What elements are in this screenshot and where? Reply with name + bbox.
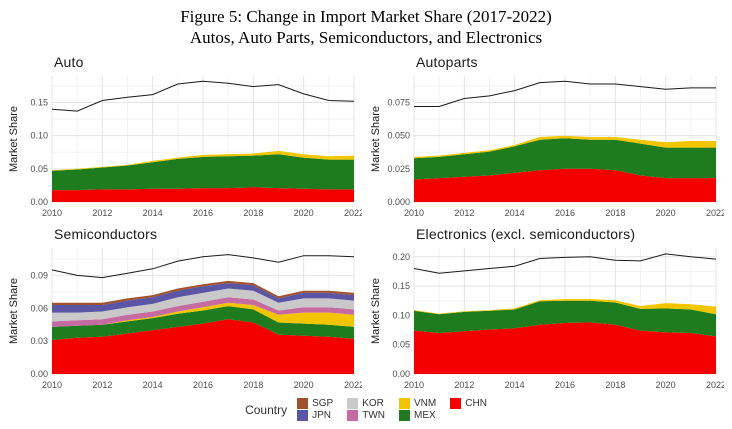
figure-title-line1: Figure 5: Change in Import Market Share … xyxy=(180,7,552,26)
legend: Country SGP JPN KOR TWN VNM MEX CHN xyxy=(0,398,732,421)
panel-title-semiconductors: Semiconductors xyxy=(54,226,158,242)
legend-item-sgp: SGP xyxy=(297,398,333,409)
legend-column: VNM MEX xyxy=(399,398,436,421)
legend-title: Country xyxy=(245,402,288,417)
legend-item-mex: MEX xyxy=(399,410,436,421)
svg-text:2010: 2010 xyxy=(42,208,62,218)
svg-text:Market Share: Market Share xyxy=(8,106,20,172)
panel-semiconductors: Semiconductors 0.00 0.03 0.06 0.09 2010 2012 2… xyxy=(6,222,362,394)
svg-text:2022: 2022 xyxy=(344,380,362,390)
svg-text:2022: 2022 xyxy=(706,380,724,390)
legend-item-jpn: JPN xyxy=(297,410,333,421)
legend-label-jpn: JPN xyxy=(312,410,332,421)
svg-text:0.00: 0.00 xyxy=(30,369,48,379)
svg-text:0.025: 0.025 xyxy=(387,164,410,174)
svg-text:2018: 2018 xyxy=(243,380,263,390)
legend-column: CHN xyxy=(450,398,487,421)
legend-label-sgp: SGP xyxy=(312,398,334,409)
svg-text:2020: 2020 xyxy=(656,380,676,390)
legend-label-mex: MEX xyxy=(414,410,436,421)
svg-text:2016: 2016 xyxy=(555,208,575,218)
panel-autoparts: Autoparts 0.000 0.025 0.050 0.075 2010 2012 20… xyxy=(368,50,724,222)
panel-title-autoparts: Autoparts xyxy=(416,54,478,70)
svg-text:0.20: 0.20 xyxy=(392,252,410,262)
svg-text:2010: 2010 xyxy=(404,380,424,390)
svg-text:2014: 2014 xyxy=(505,380,525,390)
legend-swatch-chn-icon xyxy=(450,398,462,409)
legend-item-chn: CHN xyxy=(450,398,487,409)
svg-text:2018: 2018 xyxy=(605,208,625,218)
legend-label-chn: CHN xyxy=(465,398,487,409)
svg-text:2014: 2014 xyxy=(143,380,163,390)
panel-auto: Auto 0.00 0.05 0.10 0.15 2010 2012 2014 2016 201… xyxy=(6,50,362,222)
svg-text:0.15: 0.15 xyxy=(30,98,48,108)
auto-chart: 0.00 0.05 0.10 0.15 2010 2012 2014 2016 2018 2020… xyxy=(8,76,362,218)
svg-text:0.06: 0.06 xyxy=(30,303,48,313)
charts-grid: Auto 0.00 0.05 0.10 0.15 2010 2012 2014 2016 201… xyxy=(0,48,732,394)
svg-text:2016: 2016 xyxy=(555,380,575,390)
svg-text:0.00: 0.00 xyxy=(392,369,410,379)
electronics-chart: 0.00 0.05 0.10 0.15 0.20 2010 2012 2014 2016 2018… xyxy=(370,248,724,390)
legend-item-vnm: VNM xyxy=(399,398,436,409)
panel-electronics: Electronics (excl. semiconductors) 0.00 0… xyxy=(368,222,724,394)
svg-text:2018: 2018 xyxy=(605,380,625,390)
svg-text:2014: 2014 xyxy=(143,208,163,218)
panel-title-auto: Auto xyxy=(54,54,84,70)
svg-text:0.10: 0.10 xyxy=(392,310,410,320)
legend-swatch-twn-icon xyxy=(347,410,359,421)
svg-text:2018: 2018 xyxy=(243,208,263,218)
svg-text:2010: 2010 xyxy=(404,208,424,218)
svg-text:0.000: 0.000 xyxy=(387,197,410,207)
legend-item-twn: TWN xyxy=(347,410,385,421)
figure-title-line2: Autos, Auto Parts, Semiconductors, and E… xyxy=(189,28,543,47)
legend-swatch-mex-icon xyxy=(399,410,411,421)
legend-item-kor: KOR xyxy=(347,398,385,409)
legend-label-twn: TWN xyxy=(362,410,386,421)
legend-column: KOR TWN xyxy=(347,398,385,421)
svg-text:Market Share: Market Share xyxy=(370,106,382,172)
svg-text:2012: 2012 xyxy=(92,380,112,390)
svg-text:2020: 2020 xyxy=(656,208,676,218)
legend-swatch-vnm-icon xyxy=(399,398,411,409)
svg-text:0.10: 0.10 xyxy=(30,131,48,141)
svg-text:2020: 2020 xyxy=(294,208,314,218)
svg-text:0.050: 0.050 xyxy=(387,131,410,141)
svg-text:2016: 2016 xyxy=(193,380,213,390)
svg-text:2012: 2012 xyxy=(92,208,112,218)
svg-text:2012: 2012 xyxy=(454,380,474,390)
svg-text:2012: 2012 xyxy=(454,208,474,218)
svg-text:0.15: 0.15 xyxy=(392,281,410,291)
svg-text:2014: 2014 xyxy=(505,208,525,218)
svg-text:2020: 2020 xyxy=(294,380,314,390)
legend-swatch-sgp-icon xyxy=(297,398,309,409)
svg-text:2022: 2022 xyxy=(344,208,362,218)
autoparts-chart: 0.000 0.025 0.050 0.075 2010 2012 2014 2016 2018… xyxy=(370,76,724,218)
svg-text:0.09: 0.09 xyxy=(30,270,48,280)
svg-text:0.03: 0.03 xyxy=(30,336,48,346)
figure-title: Figure 5: Change in Import Market Share … xyxy=(0,0,732,48)
svg-text:2016: 2016 xyxy=(193,208,213,218)
svg-text:0.05: 0.05 xyxy=(30,164,48,174)
legend-swatch-jpn-icon xyxy=(297,410,309,421)
semiconductors-chart: 0.00 0.03 0.06 0.09 2010 2012 2014 2016 2018 2020… xyxy=(8,248,362,390)
svg-text:Market Share: Market Share xyxy=(370,278,382,344)
legend-column: SGP JPN xyxy=(297,398,333,421)
svg-text:2022: 2022 xyxy=(706,208,724,218)
panel-title-electronics: Electronics (excl. semiconductors) xyxy=(416,226,636,242)
svg-text:0.00: 0.00 xyxy=(30,197,48,207)
legend-label-vnm: VNM xyxy=(414,398,437,409)
legend-swatch-kor-icon xyxy=(347,398,359,409)
svg-text:Market Share: Market Share xyxy=(8,278,20,344)
legend-label-kor: KOR xyxy=(362,398,384,409)
svg-text:2010: 2010 xyxy=(42,380,62,390)
legend-entries: SGP JPN KOR TWN VNM MEX CHN xyxy=(297,398,487,421)
svg-text:0.075: 0.075 xyxy=(387,98,410,108)
svg-text:0.05: 0.05 xyxy=(392,340,410,350)
